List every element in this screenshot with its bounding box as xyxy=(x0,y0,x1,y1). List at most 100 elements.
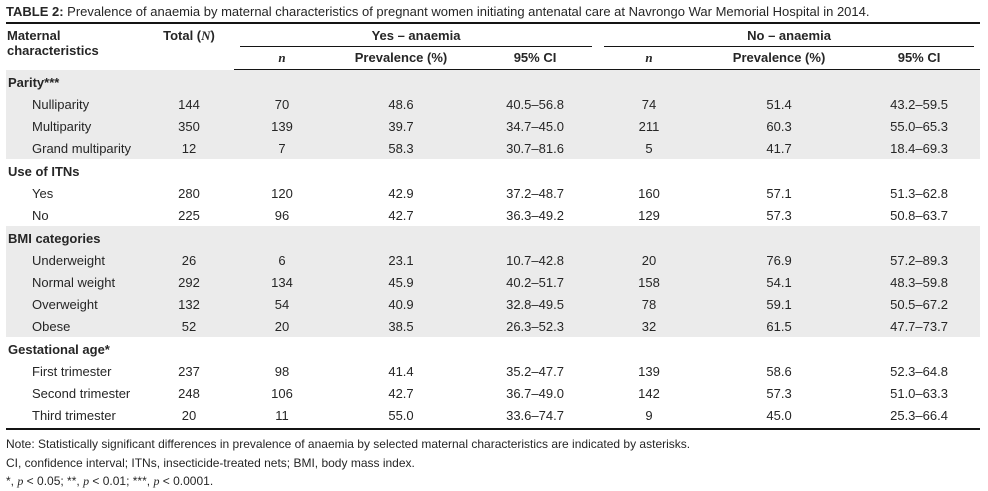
cell-total: 350 xyxy=(144,115,234,137)
cell-total: 52 xyxy=(144,315,234,337)
cell-no-prevalence: 58.6 xyxy=(766,364,792,379)
cell-no-n: 74 xyxy=(598,93,701,115)
cell-total: 144 xyxy=(144,93,234,115)
cell-no-ci: 50.8–63.7 xyxy=(890,208,948,223)
row-label: First trimester xyxy=(32,364,112,379)
cell-yes-ci: 10.7–42.8 xyxy=(472,249,599,271)
cell-no-ci: 48.3–59.8 xyxy=(858,271,981,293)
cell-total: 20 xyxy=(144,404,234,430)
cell-yes-prevalence: 38.5 xyxy=(330,315,472,337)
row-label: Third trimester xyxy=(6,404,144,430)
cell-no-ci: 18.4–69.3 xyxy=(858,137,981,159)
cell-yes-n: 120 xyxy=(271,186,293,201)
row-label: Normal weight xyxy=(6,271,144,293)
cell-yes-prevalence: 40.9 xyxy=(330,293,472,315)
header-group-yes-anaemia: Yes – anaemia xyxy=(234,24,598,47)
section-label: Gestational age* xyxy=(8,342,110,357)
cell-no-ci: 52.3–64.8 xyxy=(890,364,948,379)
cell-no-n: 9 xyxy=(598,404,701,430)
cell-no-ci: 50.5–67.2 xyxy=(858,293,981,315)
table-row: Underweight 26 6 23.1 10.7–42.8 20 76.9 … xyxy=(6,249,981,271)
header-no-n: n xyxy=(598,47,701,70)
header-group-no-anaemia: No – anaemia xyxy=(598,24,980,47)
table-row: Obese 52 20 38.5 26.3–52.3 32 61.5 47.7–… xyxy=(6,315,981,337)
cell-no-ci: 51.0–63.3 xyxy=(890,386,948,401)
cell-yes-prevalence: 55.0 xyxy=(330,404,472,430)
cell-yes-n: 106 xyxy=(271,386,293,401)
cell-no-prevalence: 76.9 xyxy=(700,249,859,271)
cell-yes-n: 134 xyxy=(234,271,330,293)
cell-yes-ci: 40.2–51.7 xyxy=(472,271,599,293)
cell-total: 12 xyxy=(144,137,234,159)
row-label: No xyxy=(32,208,49,223)
cell-total: 225 xyxy=(178,208,200,223)
section-label: Parity*** xyxy=(6,69,981,93)
cell-yes-prevalence: 58.3 xyxy=(330,137,472,159)
cell-yes-n: 11 xyxy=(234,404,330,430)
cell-total: 237 xyxy=(178,364,200,379)
header-yes-ci: 95% CI xyxy=(472,47,599,70)
cell-yes-prevalence: 48.6 xyxy=(330,93,472,115)
row-label: Nulliparity xyxy=(6,93,144,115)
cell-no-ci: 57.2–89.3 xyxy=(858,249,981,271)
table-figure: TABLE 2: Prevalence of anaemia by matern… xyxy=(6,2,981,488)
cell-total: 292 xyxy=(144,271,234,293)
table-caption-label: TABLE 2: xyxy=(6,4,64,19)
table-row: Multiparity 350 139 39.7 34.7–45.0 211 6… xyxy=(6,115,981,137)
table-row: Yes 280 120 42.9 37.2–48.7 160 57.1 51.3… xyxy=(6,182,980,204)
cell-total: 280 xyxy=(178,186,200,201)
row-label: Second trimester xyxy=(32,386,131,401)
cell-yes-prevalence: 39.7 xyxy=(330,115,472,137)
table-row: Nulliparity 144 70 48.6 40.5–56.8 74 51.… xyxy=(6,93,981,115)
section-row-itns: Use of ITNs xyxy=(6,159,980,182)
cell-yes-ci: 36.3–49.2 xyxy=(506,208,564,223)
cell-yes-ci: 30.7–81.6 xyxy=(472,137,599,159)
cell-no-ci: 43.2–59.5 xyxy=(858,93,981,115)
cell-yes-ci: 35.2–47.7 xyxy=(506,364,564,379)
cell-yes-prevalence: 23.1 xyxy=(330,249,472,271)
header-maternal-characteristics: Maternal characteristics xyxy=(7,28,99,58)
row-label: Yes xyxy=(32,186,54,201)
cell-no-ci: 51.3–62.8 xyxy=(890,186,948,201)
table-caption: TABLE 2: Prevalence of anaemia by matern… xyxy=(6,2,980,24)
table-row: Grand multiparity 12 7 58.3 30.7–81.6 5 … xyxy=(6,137,981,159)
section-label: Use of ITNs xyxy=(8,164,80,179)
table-footnotes: Note: Statistically significant differen… xyxy=(6,430,980,491)
cell-no-n: 129 xyxy=(638,208,660,223)
cell-no-n: 5 xyxy=(598,137,701,159)
cell-yes-ci: 37.2–48.7 xyxy=(506,186,564,201)
cell-yes-n: 96 xyxy=(274,208,290,223)
header-yes-n: n xyxy=(234,47,330,70)
cell-total: 132 xyxy=(144,293,234,315)
cell-yes-n: 20 xyxy=(234,315,330,337)
cell-no-prevalence: 45.0 xyxy=(700,404,859,430)
cell-no-prevalence: 41.7 xyxy=(700,137,859,159)
cell-yes-ci: 34.7–45.0 xyxy=(472,115,599,137)
cell-no-n: 211 xyxy=(598,115,701,137)
cell-no-n: 32 xyxy=(598,315,701,337)
table-row: Overweight 132 54 40.9 32.8–49.5 78 59.1… xyxy=(6,293,981,315)
table-row: No 225 96 42.7 36.3–49.2 129 57.3 50.8–6… xyxy=(6,204,980,226)
cell-no-prevalence: 54.1 xyxy=(700,271,859,293)
section-row-gestational-age: Gestational age* xyxy=(6,337,980,360)
row-label: Obese xyxy=(6,315,144,337)
cell-yes-n: 6 xyxy=(234,249,330,271)
cell-no-n: 20 xyxy=(598,249,701,271)
cell-no-prevalence: 57.3 xyxy=(766,208,792,223)
row-label: Multiparity xyxy=(6,115,144,137)
cell-no-prevalence: 57.3 xyxy=(766,386,792,401)
section-label: BMI categories xyxy=(6,226,981,249)
table-row: Second trimester 248 106 42.7 36.7–49.0 … xyxy=(6,382,980,404)
cell-yes-prevalence: 42.7 xyxy=(388,386,414,401)
cell-total: 26 xyxy=(144,249,234,271)
cell-yes-n: 98 xyxy=(274,364,290,379)
cell-no-ci: 55.0–65.3 xyxy=(858,115,981,137)
cell-no-ci: 25.3–66.4 xyxy=(858,404,981,430)
cell-yes-n: 7 xyxy=(234,137,330,159)
table-row: Normal weight 292 134 45.9 40.2–51.7 158… xyxy=(6,271,981,293)
cell-yes-prevalence: 42.9 xyxy=(388,186,414,201)
table-caption-text: Prevalence of anaemia by maternal charac… xyxy=(63,4,870,19)
cell-no-prevalence: 61.5 xyxy=(700,315,859,337)
cell-no-n: 142 xyxy=(638,386,660,401)
cell-no-prevalence: 59.1 xyxy=(700,293,859,315)
